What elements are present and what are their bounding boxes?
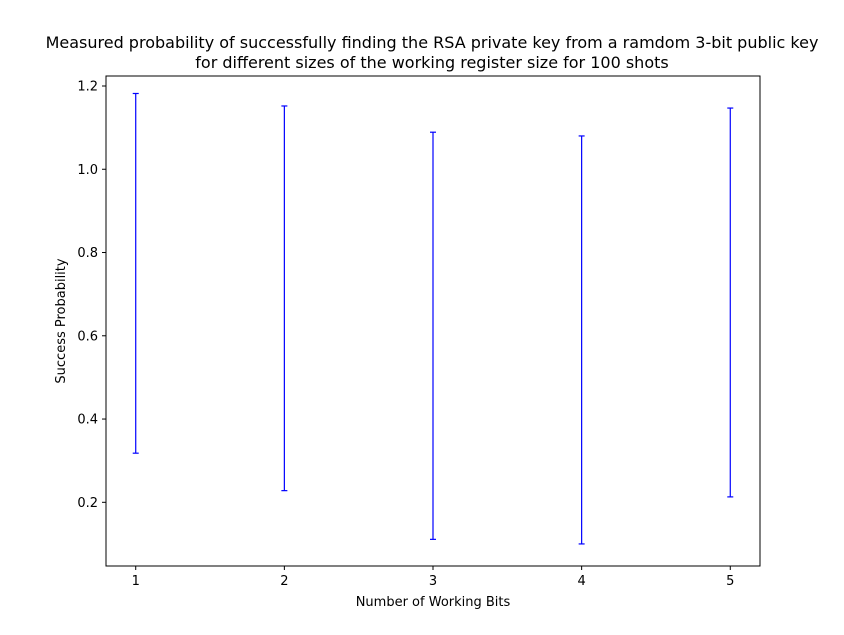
y-tick-label: 1.2: [77, 79, 98, 94]
error-bar: [430, 131, 436, 540]
error-bars: [132, 92, 734, 545]
chart-title-line-2: for different sizes of the working regis…: [195, 53, 668, 72]
plot-frame: [105, 75, 761, 567]
y-tick-label: 0.6: [77, 329, 98, 344]
error-bar: [727, 107, 734, 498]
error-bar: [578, 135, 585, 545]
y-tick-label: 0.2: [77, 496, 98, 511]
y-tick-label: 1.0: [77, 163, 98, 178]
chart-title-line-1: Measured probability of successfully fin…: [46, 33, 819, 52]
error-bar: [132, 92, 139, 454]
x-axis-label: Number of Working Bits: [356, 595, 511, 610]
x-tick-label: 5: [726, 574, 734, 589]
x-tick-label: 4: [577, 574, 585, 589]
error-bar: [281, 105, 288, 492]
y-tick-label: 0.4: [77, 413, 98, 428]
x-tick-label: 1: [132, 574, 140, 589]
x-tick-label: 2: [280, 574, 288, 589]
y-tick-label: 0.8: [77, 246, 98, 261]
axis-ticks: 1 2 3 4 5 0.2 0.4 0.6 0.8 1.0 1.2: [77, 79, 734, 589]
y-axis-label: Success Probability: [54, 258, 69, 383]
x-tick-label: 3: [429, 574, 437, 589]
